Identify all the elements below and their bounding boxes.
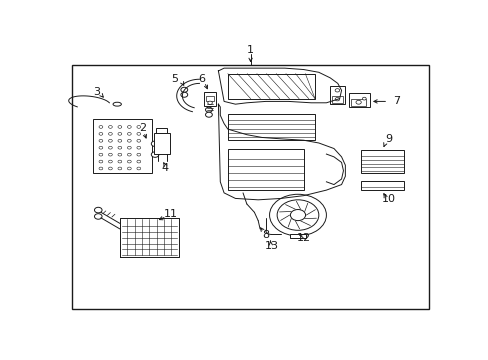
Text: 12: 12 [296,233,310,243]
Bar [72,66,428,309]
Text: 7: 7 [392,96,399,105]
Circle shape [151,152,159,157]
Bar [156,128,167,133]
Bar [154,133,169,154]
Bar [329,86,345,104]
Circle shape [205,112,212,117]
Text: 5: 5 [171,74,178,84]
Bar [205,96,214,100]
Circle shape [269,194,325,236]
Bar [360,150,403,174]
Bar [227,114,314,140]
Text: 3: 3 [93,87,101,97]
Bar [331,96,342,103]
Circle shape [277,200,318,230]
Circle shape [362,97,366,100]
Bar [227,74,314,99]
Bar [204,92,215,105]
Text: 2: 2 [139,123,146,133]
Circle shape [290,210,305,221]
Text: 10: 10 [381,194,395,204]
Circle shape [181,92,187,97]
Circle shape [94,207,102,213]
Bar [93,120,152,174]
Circle shape [205,107,212,112]
Text: 6: 6 [198,74,204,84]
Circle shape [334,89,339,92]
Bar [350,99,366,105]
Circle shape [355,100,361,104]
Text: 8: 8 [262,230,269,240]
Circle shape [207,101,212,104]
Ellipse shape [113,102,121,106]
Circle shape [94,214,102,219]
Text: 9: 9 [385,134,392,144]
Text: 13: 13 [264,241,278,251]
Circle shape [181,87,187,92]
Text: 11: 11 [163,209,178,219]
Text: 4: 4 [162,163,168,173]
Bar [360,181,403,190]
Bar [227,149,303,190]
Text: 1: 1 [246,45,254,55]
Circle shape [334,98,339,101]
Bar [348,93,369,107]
Bar [290,234,305,238]
Circle shape [151,141,159,147]
